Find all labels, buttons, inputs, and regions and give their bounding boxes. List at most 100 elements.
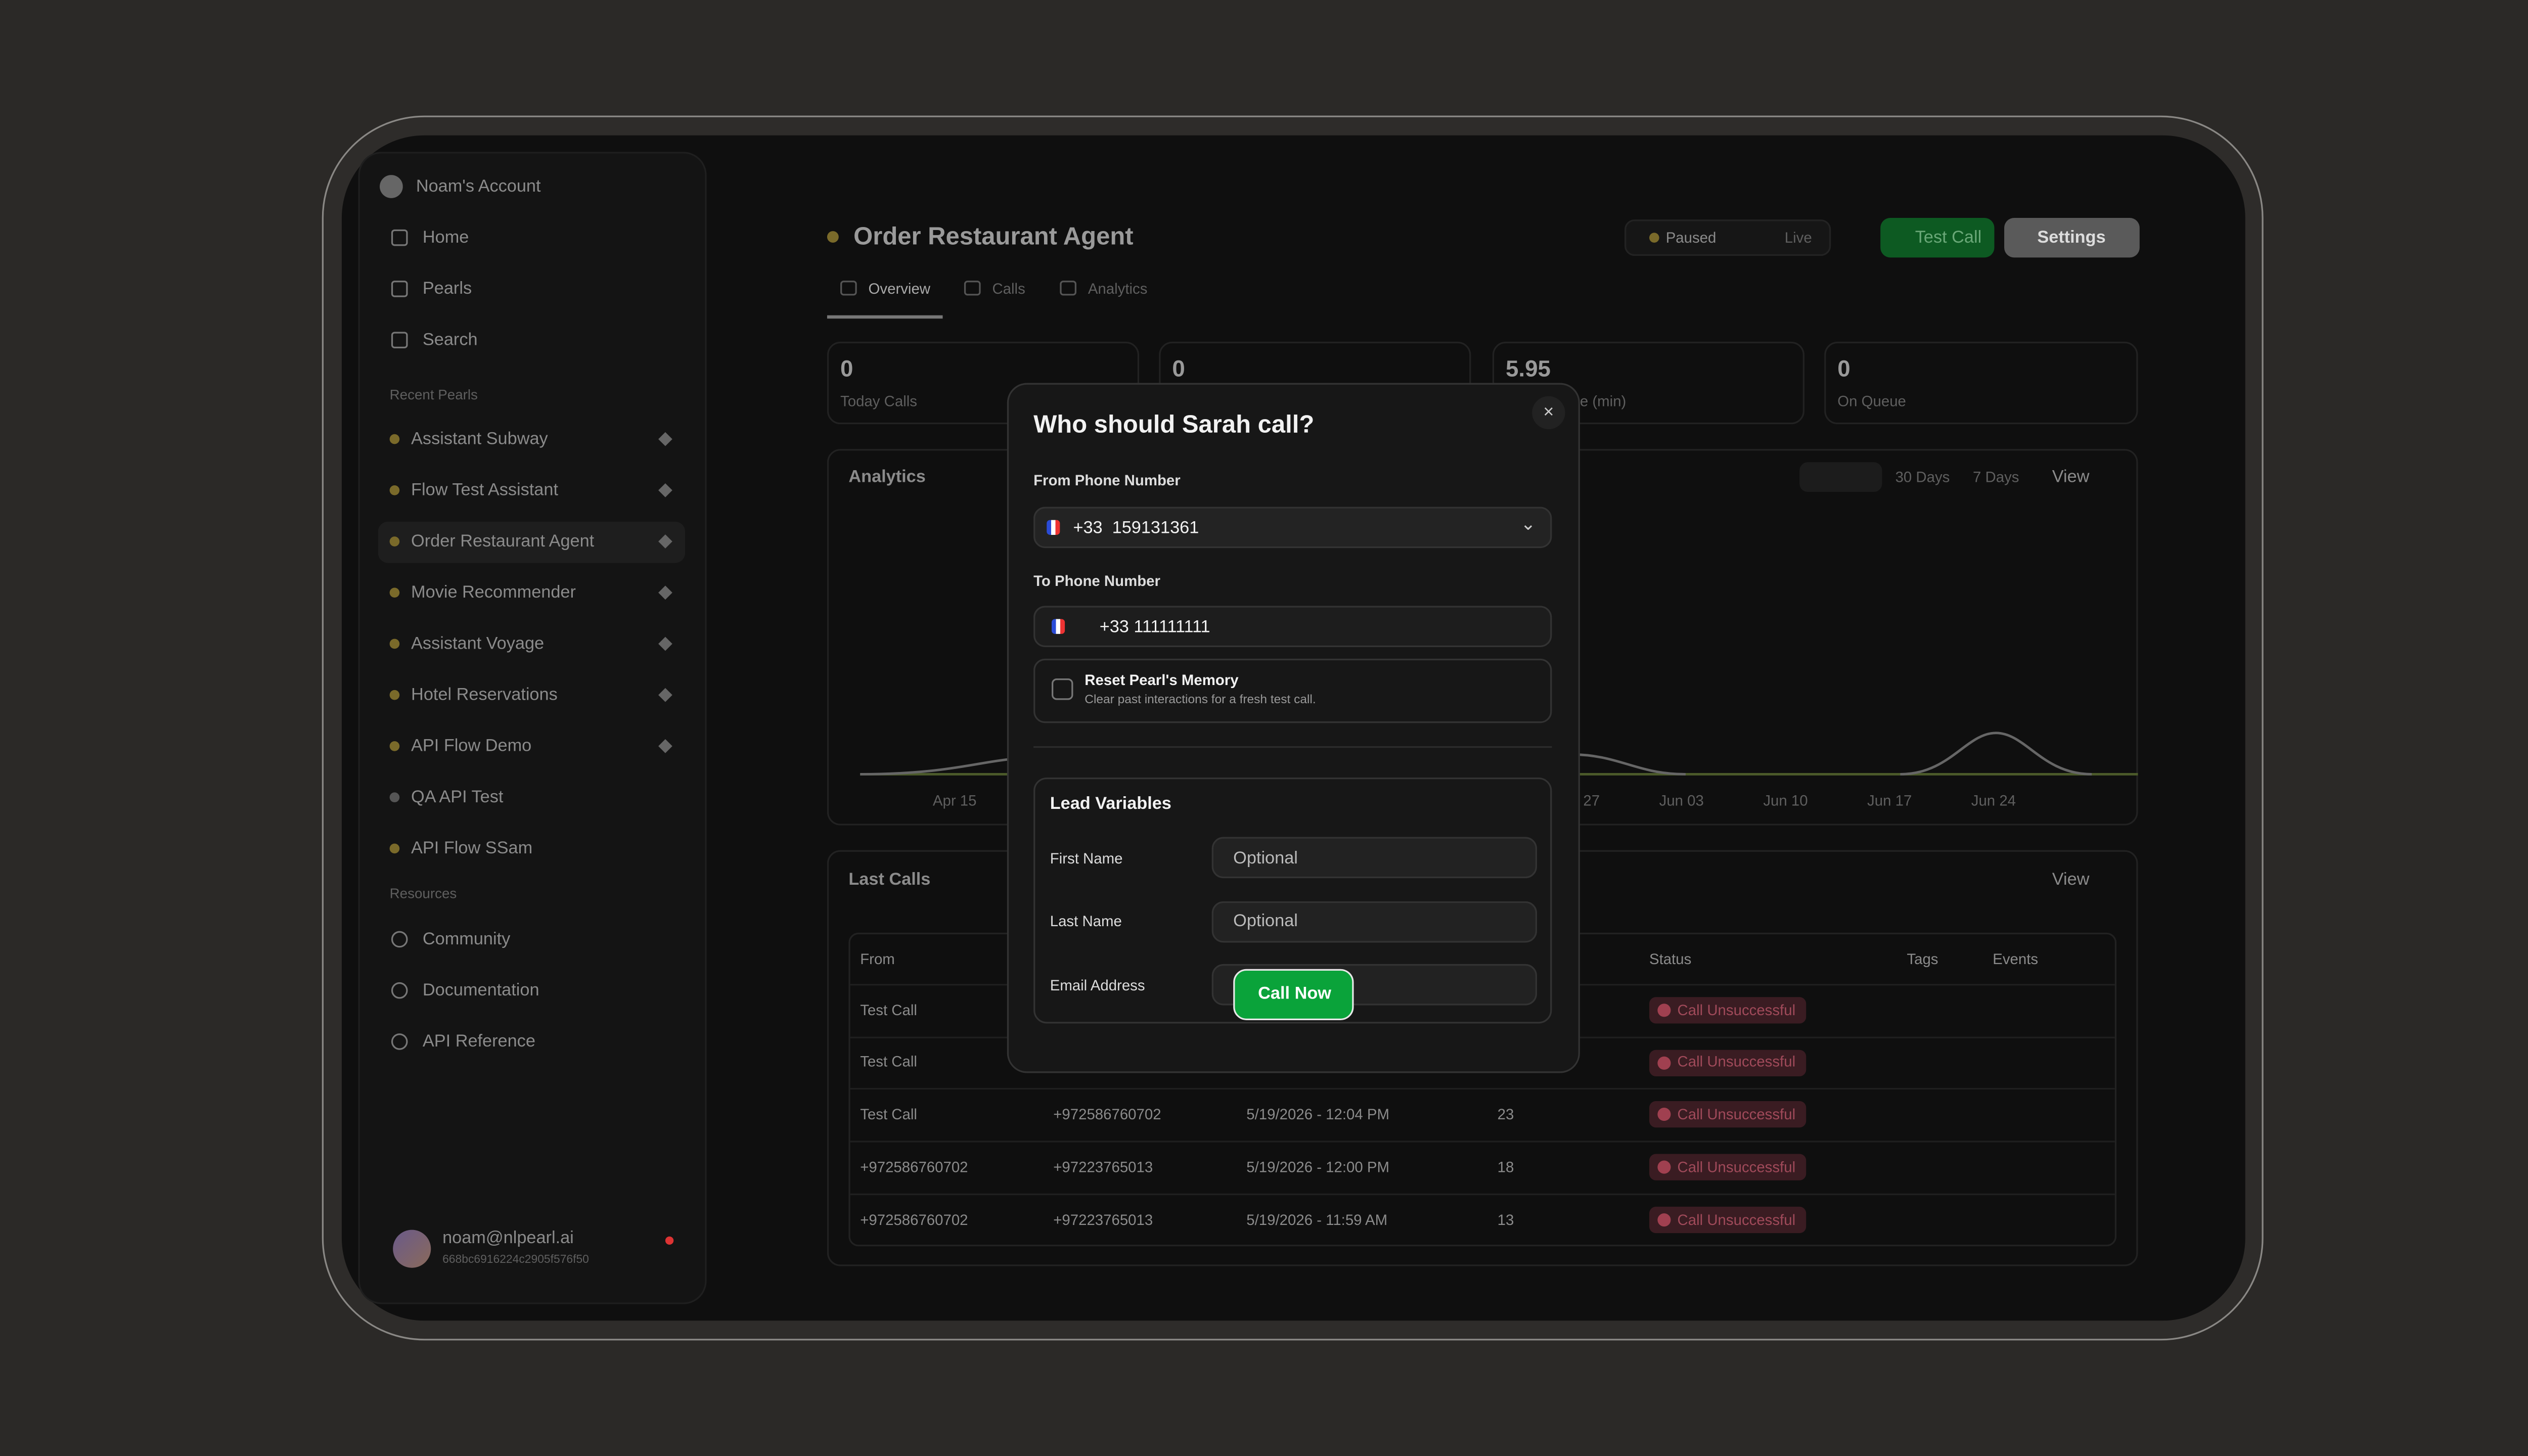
placeholder: Optional [1233,848,1298,868]
paused-dot [1649,233,1659,243]
nav-icon [391,332,408,348]
status-icon [1657,1213,1671,1226]
x-label: Jun 24 [1971,792,2016,808]
pearl-item: QA API Test [411,787,504,807]
pearl-dot [389,485,400,495]
pearl-item: Assistant Subway [411,428,548,448]
cell-to: +97223765013 [1053,1158,1153,1175]
cell-from: +972586760702 [860,1158,968,1175]
pearl-dot [389,792,400,802]
status-badge [1649,1154,1807,1180]
range-option: 7 Days [1973,468,2019,485]
cell-from: Test Call [860,1054,917,1071]
to-value: +33 111111111 [1099,617,1210,637]
pearl-dot [389,536,400,547]
column-header: Status [1649,950,1692,967]
settings-label: Settings [2037,227,2106,247]
pearl-item: Order Restaurant Agent [411,531,595,551]
pearl-item: Movie Recommender [411,582,576,602]
x-label: Jun 03 [1659,792,1704,808]
pearl-dot [389,587,400,598]
nav-icon [391,281,408,297]
status-badge [1649,1102,1807,1128]
card-title: Analytics [848,466,926,487]
tab-icon [840,281,857,296]
cell-status: Call Unsuccessful [1677,1158,1796,1175]
reset-card [1033,658,1552,723]
range-option: 30 Days [1895,468,1950,485]
to-input[interactable] [1033,606,1552,647]
close-button[interactable]: × [1532,396,1565,429]
row-divider [850,1193,2115,1195]
pearl-item: Hotel Reservations [411,684,558,705]
stat-value: 5.95 [1505,355,1551,382]
view-link: View [2052,466,2090,487]
x-label: Jun 10 [1763,792,1808,808]
status-badge [1649,1206,1807,1233]
resource-icon [391,1033,408,1050]
last-name-input[interactable] [1211,901,1537,943]
nav-item: Home [422,227,469,247]
pearl-dot [389,639,400,649]
call-now-label: Call Now [1258,983,1331,1004]
status-option: Live [1784,229,1812,246]
range-active [1799,462,1882,492]
cell-from: +972586760702 [860,1211,968,1227]
field-label: Email Address [1050,977,1145,993]
test-call-label: Test Call [1915,227,1982,247]
settings-button[interactable] [2004,218,2140,258]
field-label: Last Name [1050,912,1122,929]
stat-label: Today Calls [840,392,917,409]
cell-duration: 13 [1497,1211,1514,1227]
call-now-button[interactable] [1233,969,1354,1020]
status-badge [1649,997,1807,1024]
modal [1007,383,1580,1073]
status-icon [1657,1160,1671,1174]
cell-status: Call Unsuccessful [1677,1002,1796,1018]
pearl-dot [389,741,400,751]
tab-underline [827,315,943,318]
checkbox[interactable] [1051,678,1073,700]
field-label: From Phone Number [1033,471,1181,488]
stat-label: On Queue [1837,392,1906,409]
pearl-dot [389,843,400,854]
tab: Analytics [1088,280,1148,297]
section-heading: Recent Pearls [389,386,478,403]
cell-status: Call Unsuccessful [1677,1106,1796,1123]
resource-item: Documentation [422,980,539,1000]
test-call-button[interactable] [1880,218,1995,258]
status-option: Paused [1665,229,1717,246]
x-label: Jun 17 [1867,792,1912,808]
cell-status: Call Unsuccessful [1677,1211,1796,1227]
card-title: Last Calls [848,869,931,889]
resource-item: API Reference [422,1031,535,1051]
field-label: To Phone Number [1033,572,1160,589]
resource-item: Community [422,929,511,949]
chevron: ⌄ [1520,515,1536,535]
row-divider [850,1141,2115,1143]
first-name-input[interactable] [1211,837,1537,879]
avatar [393,1230,431,1268]
stat-label: e (min) [1579,392,1627,409]
nav-item: Search [422,329,478,350]
stat-value: 0 [1172,355,1185,382]
column-header: Tags [1907,950,1938,967]
tab-icon [964,281,981,296]
reset-title: Reset Pearl's Memory [1085,671,1239,688]
cell-date: 5/19/2026 - 12:00 PM [1246,1158,1389,1175]
status-badge [1649,1049,1807,1076]
cell-status: Call Unsuccessful [1677,1054,1796,1071]
from-value: +33 159131361 [1073,518,1199,538]
resource-icon [391,982,408,999]
resource-icon [391,931,408,948]
x-label: 27 [1583,792,1600,808]
from-select[interactable] [1033,507,1552,549]
logo [380,175,403,198]
divider [1033,746,1552,748]
column-header: From [860,950,895,967]
stat-value: 0 [1837,355,1850,382]
stat-card [1824,341,2138,425]
